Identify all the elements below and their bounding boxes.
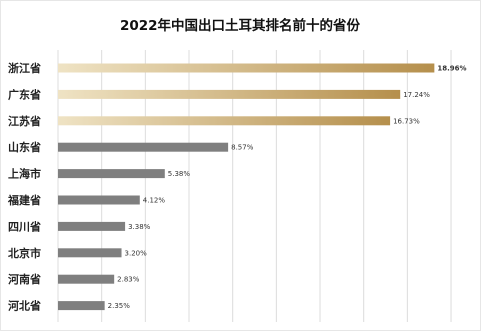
value-label-3: 16.73%: [393, 117, 420, 125]
category-label-3: 江苏省: [8, 114, 41, 128]
category-label-10: 河北省: [8, 299, 41, 313]
chart-title: 2022年中国出口土耳其排名前十的省份: [120, 17, 361, 34]
category-label-6: 福建省: [7, 193, 41, 207]
value-label-9: 2.83%: [117, 276, 140, 284]
bar-4: [58, 142, 229, 152]
category-label-8: 北京市: [8, 246, 41, 260]
category-label-5: 上海市: [8, 167, 41, 181]
value-label-2: 17.24%: [403, 91, 430, 99]
value-labels: 18.96% 17.24% 16.73% 8.57% 5.38% 4.12% 3.38% 3.…: [108, 65, 467, 311]
category-label-7: 四川省: [8, 219, 41, 233]
category-label-1: 浙江省: [8, 61, 41, 75]
value-label-7: 3.38%: [128, 223, 151, 231]
bar-2: [58, 89, 401, 99]
category-label-2: 广东省: [8, 87, 41, 101]
bar-5: [58, 169, 165, 179]
value-label-6: 4.12%: [143, 197, 166, 205]
bar-3: [58, 116, 391, 126]
bar-10: [58, 301, 105, 311]
bar-9: [58, 274, 115, 284]
value-label-5: 5.38%: [168, 170, 191, 178]
value-label-8: 3.20%: [125, 249, 148, 257]
value-label-1: 18.96%: [437, 65, 466, 73]
bars: [58, 63, 435, 311]
value-label-10: 2.35%: [108, 302, 131, 310]
bar-6: [58, 195, 140, 205]
bar-7: [58, 221, 126, 231]
value-label-4: 8.57%: [231, 144, 254, 152]
bar-1: [58, 63, 435, 73]
category-label-9: 河南省: [8, 272, 41, 286]
category-label-4: 山东省: [8, 140, 41, 154]
bar-8: [58, 248, 122, 258]
